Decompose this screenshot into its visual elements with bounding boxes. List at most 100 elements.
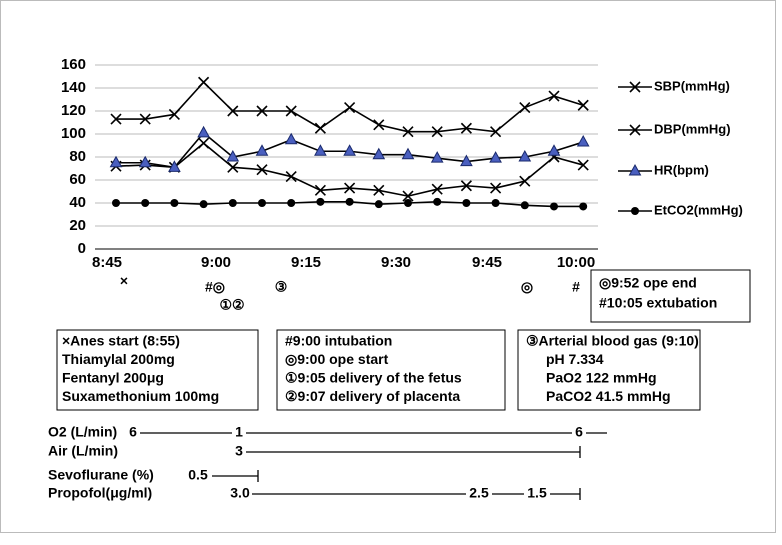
infusion-value: 0.5 <box>188 467 208 483</box>
event-marker: ①② <box>219 297 244 313</box>
x-tick-label: 9:15 <box>291 254 321 271</box>
event-marker: ③ <box>275 279 288 295</box>
note-text: ◎9:00 ope start <box>285 351 389 367</box>
event-marker: #◎ <box>205 279 225 295</box>
infusion-value: 3 <box>235 443 243 459</box>
point <box>226 149 240 162</box>
point <box>404 199 412 207</box>
point <box>199 200 208 209</box>
note-text: #9:00 intubation <box>285 333 392 349</box>
infusion-value: 1.5 <box>527 485 547 501</box>
point <box>433 197 442 206</box>
point <box>519 175 531 187</box>
point <box>314 144 327 156</box>
point <box>168 108 180 121</box>
point <box>460 154 473 167</box>
point <box>227 161 239 173</box>
point <box>401 147 415 160</box>
point <box>577 159 589 171</box>
point <box>284 132 298 145</box>
point <box>285 105 297 117</box>
point <box>228 199 237 207</box>
infusion-label: Air (L/min) <box>48 443 118 459</box>
note-box <box>276 329 506 411</box>
x-tick-label: 9:45 <box>472 254 502 271</box>
point <box>373 119 385 131</box>
point <box>579 202 588 211</box>
note-text: pH 7.334 <box>546 351 604 367</box>
y-tick-label: 120 <box>61 102 86 119</box>
note-text: PaO2 122 mmHg <box>546 370 657 386</box>
point <box>430 151 444 163</box>
y-tick-label: 160 <box>61 56 86 73</box>
x-tick-label: 10:00 <box>557 254 595 271</box>
x-tick-label: 9:30 <box>381 254 411 271</box>
point <box>316 197 325 206</box>
event-marker: × <box>120 273 128 289</box>
note-box <box>56 329 259 411</box>
point <box>345 197 354 206</box>
infusion-lines <box>140 432 607 500</box>
point <box>258 199 266 207</box>
point <box>519 101 531 114</box>
infusion-value: 3.0 <box>230 485 250 501</box>
y-tick-label: 140 <box>61 79 86 96</box>
point <box>139 113 151 125</box>
point <box>460 122 472 134</box>
point <box>462 199 471 207</box>
point <box>314 122 326 134</box>
point <box>198 76 210 88</box>
legend-label: EtCO2(mmHg) <box>654 202 743 217</box>
note-text: ③Arterial blood gas (9:10) <box>526 333 699 349</box>
note-text: ②9:07 delivery of placenta <box>285 388 460 404</box>
point <box>344 182 356 194</box>
end-note: ◎9:52 ope end <box>599 275 697 291</box>
legend-label: HR(bpm) <box>654 162 709 177</box>
legend-label: DBP(mmHg) <box>654 121 731 136</box>
y-tick-label: 100 <box>61 125 86 142</box>
point <box>402 190 414 202</box>
point <box>490 126 502 138</box>
infusion-value: 6 <box>575 424 583 440</box>
note-text: PaCO2 41.5 mmHg <box>546 388 671 404</box>
point <box>285 170 297 183</box>
end-note: #10:05 extubation <box>599 295 717 311</box>
point <box>109 155 123 168</box>
infusion-label: O2 (L/min) <box>48 424 117 440</box>
point <box>343 144 356 156</box>
point <box>197 125 210 138</box>
point <box>402 126 414 138</box>
event-marker: # <box>572 279 580 295</box>
legend-marker <box>629 81 641 93</box>
point <box>373 184 385 196</box>
point <box>489 151 502 163</box>
x-tick-label: 9:00 <box>201 254 231 271</box>
point <box>548 90 560 102</box>
point <box>491 199 500 207</box>
frame <box>0 0 776 533</box>
point <box>287 199 296 207</box>
point <box>374 200 383 209</box>
point <box>256 105 268 117</box>
point <box>110 113 122 125</box>
y-tick-label: 20 <box>69 217 86 234</box>
x-tick-label: 8:45 <box>92 254 122 271</box>
point <box>431 126 443 138</box>
infusion-label: Propofol(μg/ml) <box>48 485 152 501</box>
point <box>460 180 472 192</box>
legend-marker <box>628 163 642 176</box>
event-marker: ◎ <box>521 279 533 295</box>
note-text: Thiamylal 200mg <box>62 351 175 367</box>
point <box>547 144 561 156</box>
legend-marker <box>631 207 639 215</box>
note-text: Fentanyl 200μg <box>62 370 164 386</box>
end-box <box>590 269 751 323</box>
note-text: ①9:05 delivery of the fetus <box>285 370 462 386</box>
y-tick-label: 80 <box>69 148 86 165</box>
point <box>168 160 181 172</box>
point <box>431 183 443 195</box>
y-tick-label: 40 <box>69 194 86 211</box>
point <box>372 147 386 160</box>
y-tick-label: 60 <box>69 171 86 188</box>
